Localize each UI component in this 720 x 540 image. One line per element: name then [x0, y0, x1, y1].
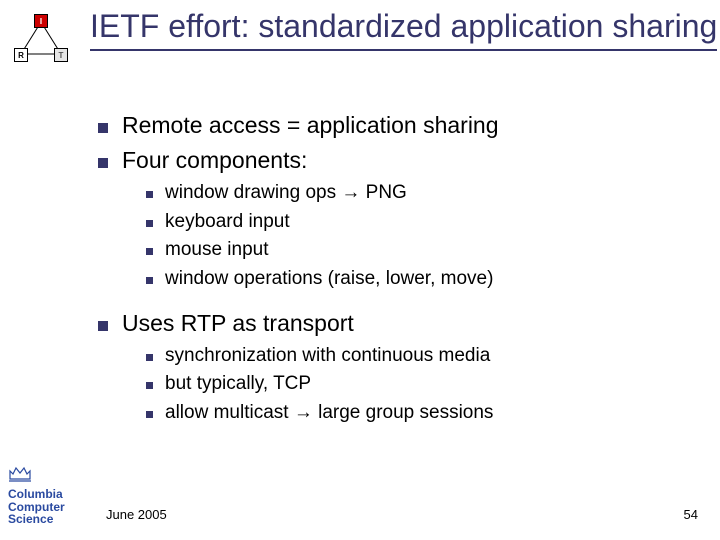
- bullet-l2-text: window drawing ops → PNG: [165, 180, 407, 206]
- triangle-node-t: T: [54, 48, 68, 62]
- slide-title: IETF effort: standardized application sh…: [90, 8, 717, 51]
- square-bullet-icon: [98, 158, 108, 168]
- crown-icon: [8, 463, 32, 483]
- bullet-l2: window drawing ops → PNG: [146, 180, 680, 206]
- square-bullet-small-icon: [146, 382, 153, 389]
- bullet-l2: keyboard input: [146, 209, 680, 235]
- square-bullet-small-icon: [146, 277, 153, 284]
- bullet-l2-text: allow multicast → large group sessions: [165, 400, 493, 426]
- square-bullet-small-icon: [146, 411, 153, 418]
- bullet-l2-text: mouse input: [165, 237, 269, 263]
- square-bullet-small-icon: [146, 191, 153, 198]
- columbia-line3: Science: [8, 513, 88, 526]
- bullet-l2: mouse input: [146, 237, 680, 263]
- bullet-l2: allow multicast → large group sessions: [146, 400, 680, 426]
- slide-body: Remote access = application sharing Four…: [98, 110, 680, 442]
- bullet-l2: but typically, TCP: [146, 371, 680, 397]
- square-bullet-icon: [98, 321, 108, 331]
- bullet-l2-text: synchronization with continuous media: [165, 343, 490, 369]
- square-bullet-small-icon: [146, 354, 153, 361]
- square-bullet-small-icon: [146, 220, 153, 227]
- bullet-l1: Remote access = application sharing: [98, 110, 680, 141]
- bullet-l2-text: window operations (raise, lower, move): [165, 266, 493, 292]
- bullet-l1: Uses RTP as transport: [98, 308, 680, 339]
- sub-bullets-group-b: synchronization with continuous media bu…: [146, 343, 680, 426]
- bullet-l2-text: but typically, TCP: [165, 371, 311, 397]
- slide: I R T IETF effort: standardized applicat…: [0, 0, 720, 540]
- columbia-line1: Columbia: [8, 488, 88, 501]
- columbia-logo: Columbia Computer Science: [8, 463, 88, 526]
- sub-bullets-group-a: window drawing ops → PNG keyboard input …: [146, 180, 680, 292]
- bullet-l1-text: Four components:: [122, 145, 307, 176]
- triangle-node-i: I: [34, 14, 48, 28]
- bullet-l2-text: keyboard input: [165, 209, 290, 235]
- square-bullet-icon: [98, 123, 108, 133]
- bullet-l1-text: Remote access = application sharing: [122, 110, 499, 141]
- footer-page-number: 54: [684, 507, 698, 522]
- triangle-logo: I R T: [14, 14, 70, 66]
- bullet-l1: Four components:: [98, 145, 680, 176]
- bullet-l2: window operations (raise, lower, move): [146, 266, 680, 292]
- bullet-l2: synchronization with continuous media: [146, 343, 680, 369]
- square-bullet-small-icon: [146, 248, 153, 255]
- bullet-l1-text: Uses RTP as transport: [122, 308, 354, 339]
- triangle-node-r: R: [14, 48, 28, 62]
- footer-date: June 2005: [106, 507, 167, 522]
